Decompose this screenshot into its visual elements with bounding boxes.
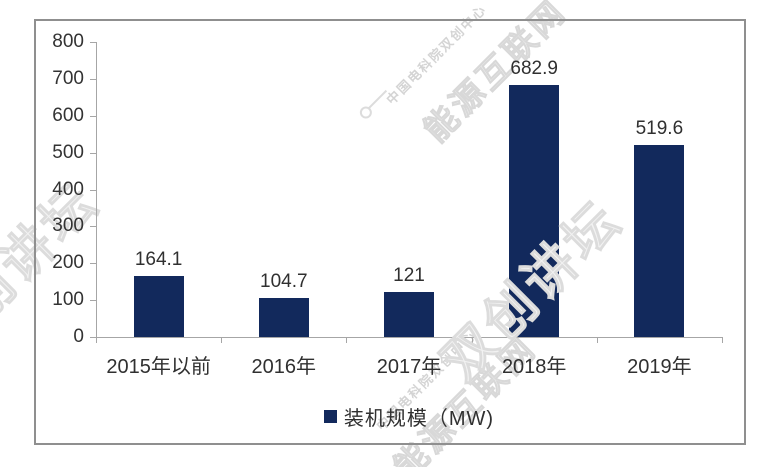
bar-value-label: 164.1 — [134, 249, 183, 271]
bar-value-label: 121 — [393, 265, 425, 287]
y-tick-label: 0 — [73, 326, 84, 347]
y-axis-tick — [90, 226, 96, 228]
y-axis-tick — [90, 263, 96, 265]
x-category-label: 2015年以前 — [106, 356, 211, 378]
bar — [133, 276, 184, 337]
y-tick-label: 800 — [52, 31, 84, 52]
x-axis-tick — [346, 337, 348, 343]
y-tick-label: 300 — [52, 215, 84, 237]
y-tick-label: 500 — [52, 141, 84, 163]
bar-value-label: 519.6 — [635, 118, 684, 140]
y-axis-tick — [90, 189, 96, 191]
y-axis-line — [96, 42, 97, 337]
bar — [258, 298, 309, 337]
y-axis-tick — [90, 78, 96, 80]
legend-label: 装机规模（MW) — [343, 407, 495, 430]
bar-value-label: 104.7 — [260, 271, 308, 293]
x-axis-line — [96, 337, 723, 338]
bar — [384, 292, 434, 337]
y-tick-label: 700 — [52, 67, 84, 89]
y-axis-tick — [90, 115, 96, 117]
y-tick-label: 100 — [52, 289, 84, 311]
legend-swatch — [323, 409, 337, 423]
y-axis-tick — [90, 300, 96, 302]
x-axis-tick — [722, 337, 723, 343]
y-tick-label: 400 — [52, 178, 84, 200]
x-category-label: 2017年 — [376, 356, 442, 378]
y-axis-tick — [90, 42, 96, 43]
x-axis-tick — [596, 337, 598, 343]
y-tick-label: 600 — [52, 104, 84, 126]
bar-value-label: 682.9 — [510, 58, 558, 80]
x-category-label: 2019年 — [627, 356, 692, 378]
x-category-label: 2018年 — [501, 356, 567, 378]
x-axis-tick — [471, 337, 473, 343]
bar — [509, 85, 560, 337]
y-tick-label: 200 — [52, 252, 84, 274]
x-axis-tick — [221, 337, 223, 343]
y-axis-tick — [90, 337, 96, 338]
legend: 装机规模（MW) — [96, 402, 722, 430]
chart-border — [34, 19, 746, 445]
y-axis-tick — [90, 152, 96, 154]
bar — [634, 145, 685, 337]
x-category-label: 2016年 — [251, 356, 317, 378]
x-axis-tick — [96, 337, 97, 343]
